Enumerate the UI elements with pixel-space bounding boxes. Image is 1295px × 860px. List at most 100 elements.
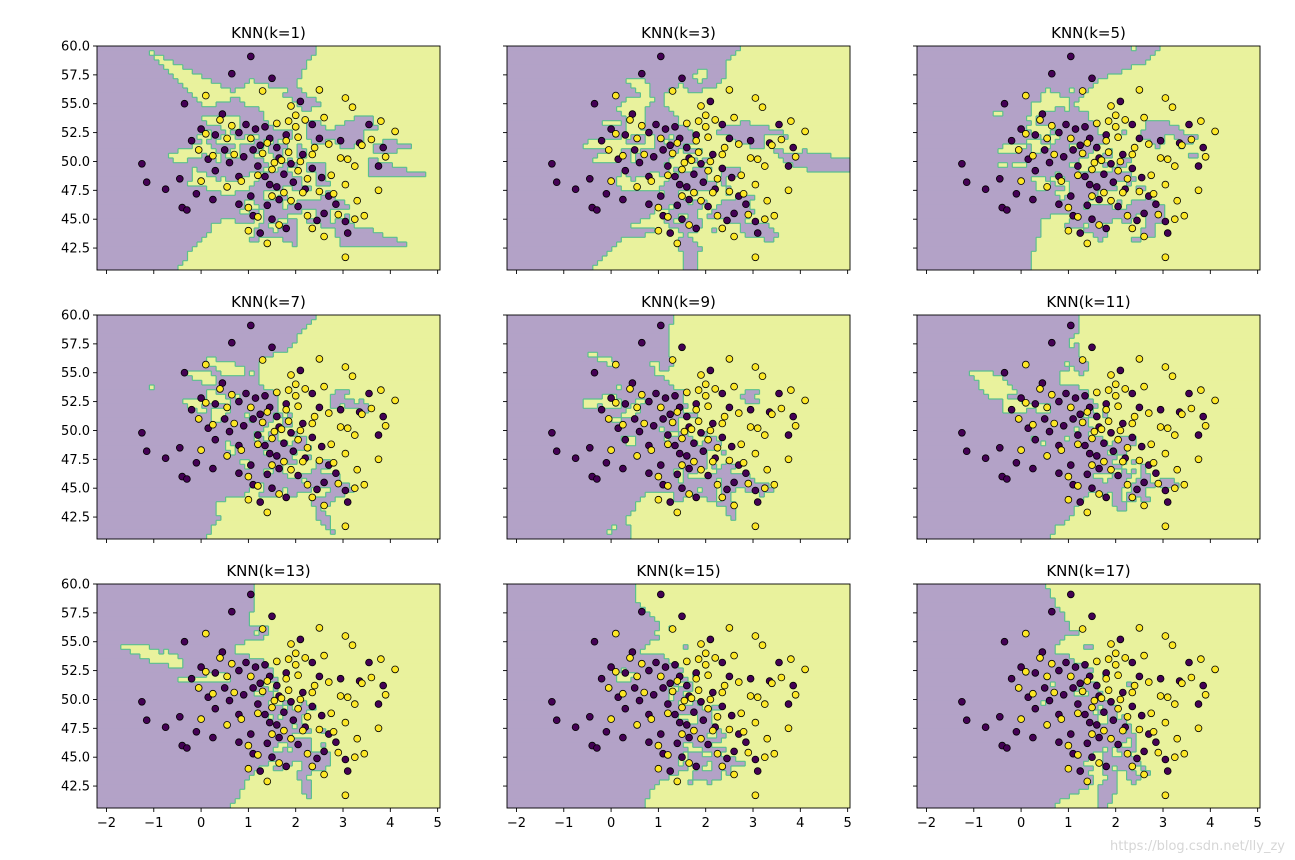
point-class1: [1083, 508, 1092, 517]
point-class1: [254, 482, 262, 490]
point-class0: [656, 730, 665, 738]
point-class0: [256, 498, 265, 506]
point-class1: [1097, 694, 1106, 703]
point-class1: [687, 156, 696, 165]
point-class0: [1067, 730, 1075, 738]
point-class1: [604, 684, 613, 692]
point-class0: [341, 217, 350, 226]
point-class0: [249, 415, 257, 423]
point-class0: [254, 162, 262, 170]
point-class0: [718, 658, 727, 667]
point-class0: [995, 175, 1004, 183]
point-class1: [647, 715, 656, 723]
point-class1: [1161, 180, 1170, 189]
point-class1: [353, 196, 362, 205]
point-class0: [727, 442, 736, 451]
point-class1: [1156, 423, 1165, 431]
point-class1: [320, 382, 328, 391]
point-class0: [1114, 202, 1122, 211]
point-class1: [377, 386, 385, 394]
point-class1: [377, 655, 385, 663]
point-class0: [183, 206, 191, 214]
point-class0: [247, 321, 255, 330]
point-class0: [1119, 688, 1127, 697]
point-class0: [308, 389, 317, 398]
point-class0: [708, 150, 717, 159]
point-class1: [1111, 111, 1120, 120]
point-class1: [1064, 495, 1073, 504]
point-class1: [637, 390, 646, 399]
axes-frame: [96, 45, 441, 271]
point-class1: [353, 465, 362, 474]
point-class0: [571, 185, 580, 194]
point-class0: [621, 131, 630, 139]
point-class1: [685, 759, 693, 767]
point-class0: [1083, 201, 1092, 210]
point-class0: [789, 143, 797, 152]
point-class1: [619, 420, 627, 429]
point-class0: [784, 162, 793, 170]
point-class1: [1178, 141, 1186, 150]
point-class0: [336, 674, 345, 683]
point-class1: [697, 734, 705, 743]
point-class0: [1194, 700, 1203, 708]
point-class0: [1156, 136, 1165, 145]
point-class0: [1003, 206, 1011, 214]
point-class1: [664, 213, 672, 221]
point-class1: [1114, 704, 1122, 713]
point-class0: [664, 700, 672, 708]
point-class1: [1050, 419, 1058, 428]
point-class1: [1048, 659, 1056, 668]
point-class1: [680, 158, 689, 167]
point-class1: [763, 196, 771, 205]
point-class0: [142, 447, 151, 456]
point-class1: [301, 116, 310, 124]
point-class0: [265, 180, 274, 189]
point-class0: [742, 738, 750, 746]
point-class1: [254, 709, 262, 718]
point-class1: [1093, 388, 1101, 397]
point-class1: [291, 123, 300, 131]
point-class0: [161, 454, 170, 463]
point-class1: [1107, 371, 1115, 379]
point-class1: [706, 426, 715, 435]
data-points: [548, 52, 809, 262]
point-class0: [176, 712, 184, 721]
point-class0: [1100, 708, 1108, 716]
point-class0: [723, 754, 731, 763]
point-class0: [682, 143, 691, 152]
point-class1: [777, 673, 786, 682]
point-class0: [197, 394, 205, 402]
point-class0: [723, 216, 731, 225]
point-class1: [768, 410, 776, 419]
point-class1: [1114, 133, 1122, 142]
point-class1: [202, 130, 210, 138]
point-class0: [597, 405, 606, 414]
point-class0: [239, 421, 248, 430]
point-class1: [1078, 149, 1087, 158]
point-class0: [1062, 658, 1070, 667]
point-class1: [690, 457, 698, 466]
point-class0: [308, 658, 317, 667]
point-class0: [256, 679, 265, 688]
x-tick-label: −1: [964, 816, 983, 831]
point-class0: [187, 405, 196, 414]
point-class0: [552, 178, 561, 187]
subplot-k15: KNN(k=15) −2 −1 0 1 2 3 4 5: [503, 562, 852, 831]
point-class0: [289, 447, 298, 456]
point-class1: [607, 177, 615, 185]
point-class1: [718, 762, 727, 771]
point-class0: [1062, 120, 1070, 129]
point-class0: [1095, 733, 1103, 742]
point-class0: [1081, 391, 1089, 400]
point-class1: [1123, 480, 1132, 489]
point-class1: [664, 482, 672, 490]
point-class1: [633, 721, 641, 729]
point-class0: [784, 700, 793, 708]
point-class1: [272, 657, 281, 666]
point-class0: [652, 658, 660, 667]
point-class0: [708, 688, 717, 697]
point-class0: [619, 195, 627, 204]
point-class0: [692, 762, 700, 771]
point-class0: [621, 166, 630, 175]
